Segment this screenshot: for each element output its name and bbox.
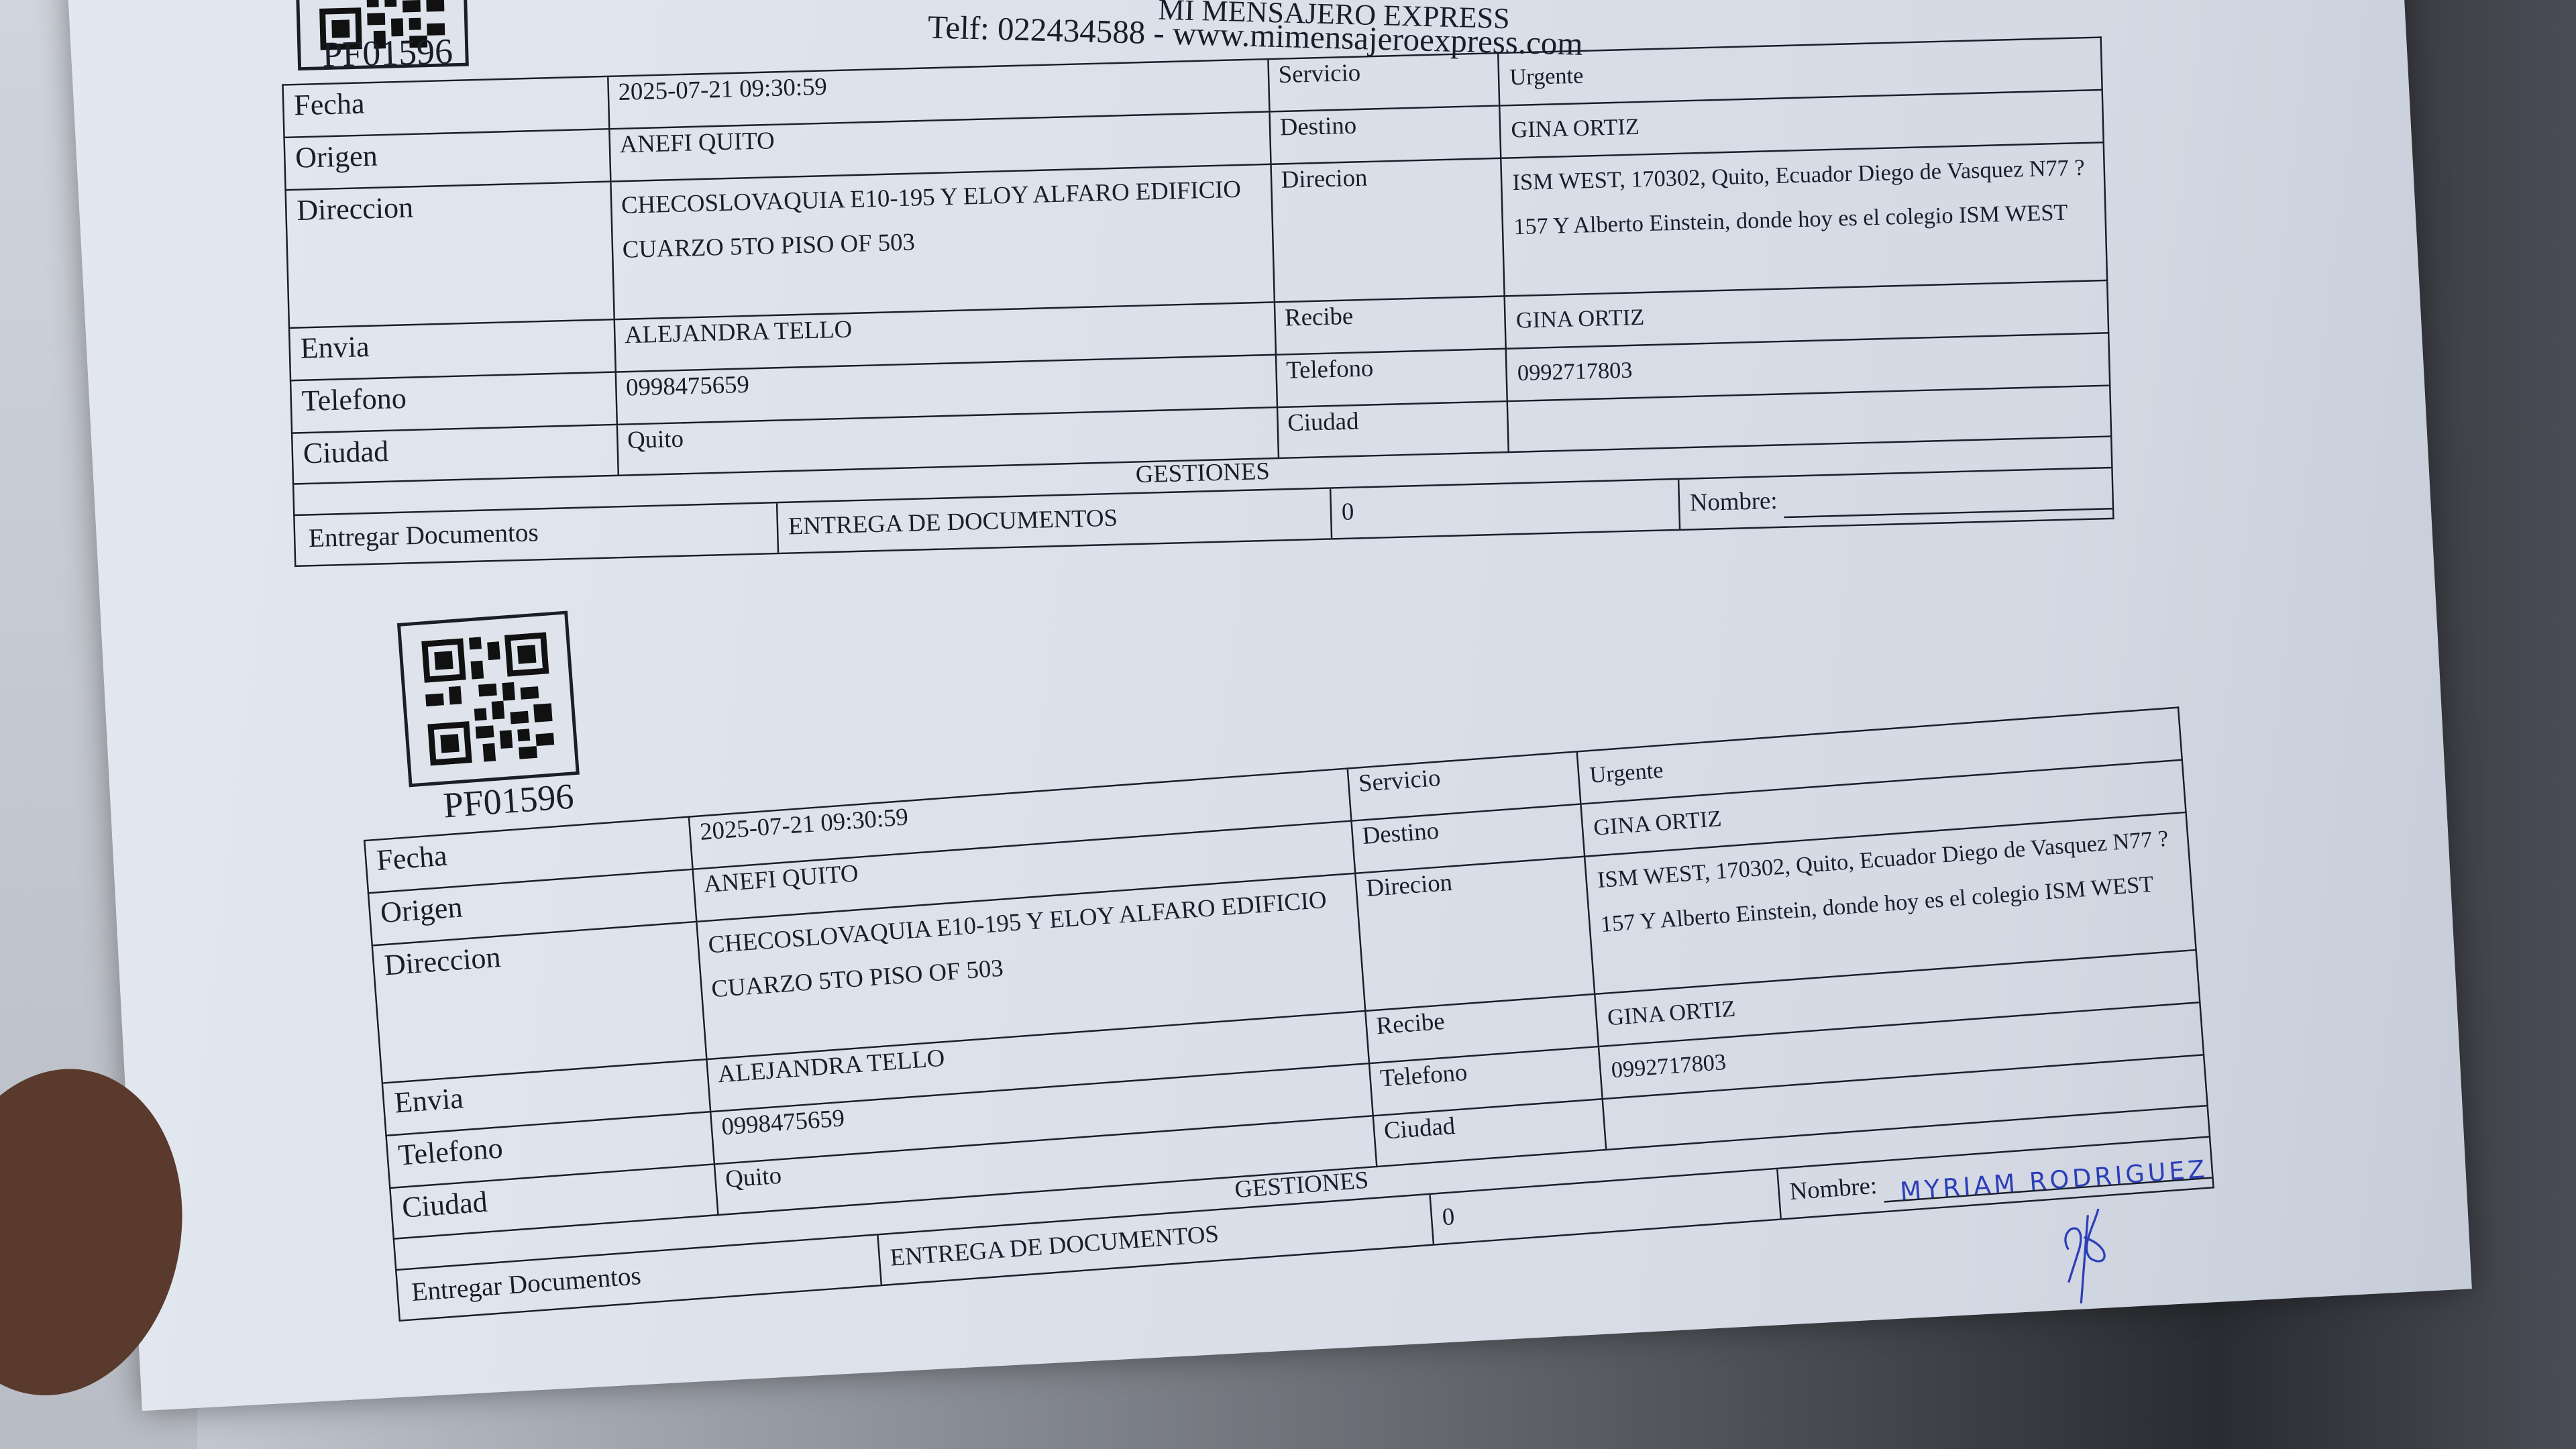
direcion-label: Direcion [1270, 158, 1505, 303]
gestion-type: Entregar Documentos [308, 519, 539, 553]
tracking-code: PF01596 [441, 775, 576, 826]
nombre-label: Nombre: [1689, 488, 1778, 518]
nombre-field: Nombre: [1677, 468, 2113, 529]
delivery-slip-paper: PF01596 Fecha 2025-07-21 09:30:59 Servicio… [65, 0, 2472, 1411]
ciudad-recibe-label: Ciudad [1276, 401, 1509, 459]
qr-code-icon [317, 0, 445, 50]
servicio-label: Servicio [1267, 53, 1500, 112]
gestion-quantity: 0 [1329, 480, 1679, 539]
telefono-recibe-label: Telefono [1275, 348, 1508, 408]
recibe-label: Recibe [1273, 296, 1507, 355]
qr-code [293, 0, 469, 71]
telefono-label: Telefono [290, 372, 616, 433]
direccion-value: CHECOSLOVAQUIA E10-195 Y ELOY ALFARO EDI… [610, 164, 1274, 320]
qr-code [396, 610, 580, 788]
nombre-label: Nombre: [1788, 1173, 1878, 1207]
origen-label: Origen [284, 129, 610, 191]
shipment-table: Fecha 2025-07-21 09:30:59 Servicio Urgente … [282, 36, 2114, 567]
shipment-table: Fecha 2025-07-21 09:30:59 Servicio Urgente … [364, 706, 2214, 1322]
qr-code-icon [421, 632, 555, 766]
ciudad-label: Ciudad [292, 424, 618, 484]
envia-label: Envia [288, 319, 615, 381]
direcion-value: ISM WEST, 170302, Quito, Ecuador Diego d… [1501, 142, 2108, 297]
tracking-code: PF01596 [321, 30, 453, 75]
direccion-label: Direccion [372, 922, 706, 1083]
fecha-label: Fecha [282, 76, 609, 138]
destino-label: Destino [1269, 105, 1501, 164]
direccion-label: Direccion [285, 181, 614, 328]
signature [2064, 1208, 2106, 1304]
direcion-label: Direcion [1354, 856, 1595, 1012]
